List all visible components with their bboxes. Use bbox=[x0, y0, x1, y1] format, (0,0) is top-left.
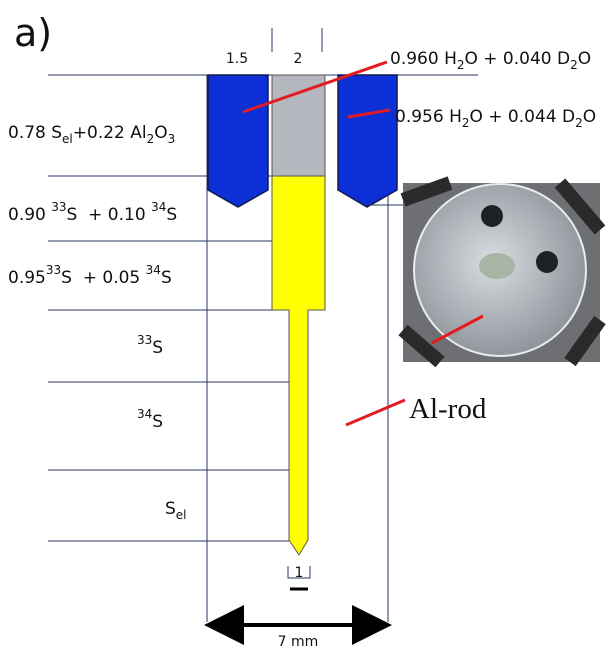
top-label: 2 bbox=[294, 51, 303, 67]
layer-label: 33S bbox=[137, 333, 163, 358]
part: O + 0.044 D bbox=[470, 107, 576, 127]
layer-label: 0.78 Sel+0.22 Al2O3 bbox=[8, 123, 175, 146]
part: S + 0.05 bbox=[61, 268, 146, 288]
layer-label: 0.90 33S + 0.10 34S bbox=[8, 200, 177, 225]
part: O bbox=[154, 123, 167, 143]
part: O + 0.040 D bbox=[465, 49, 571, 69]
part: 0.960 H bbox=[390, 49, 457, 69]
sup: 33 bbox=[137, 333, 152, 347]
gray-section bbox=[272, 75, 325, 176]
water-label: 0.960 H2O + 0.040 D2O bbox=[390, 49, 591, 72]
sup: 34 bbox=[146, 263, 161, 277]
sub: el bbox=[176, 508, 187, 522]
yellow-rod bbox=[272, 176, 325, 555]
top-label: 1.5 bbox=[226, 51, 248, 67]
diagram: a) 1.5 2 0.960 H2O + 0.040 D2O 0.956 H2O… bbox=[0, 0, 616, 654]
part: +0.22 Al bbox=[73, 123, 147, 143]
sub: 2 bbox=[575, 116, 583, 130]
part: 0.90 bbox=[8, 205, 51, 225]
sup: 34 bbox=[137, 407, 152, 421]
part: 0.956 H bbox=[395, 107, 462, 127]
layer-label: Sel bbox=[165, 499, 187, 522]
sup: 34 bbox=[151, 200, 166, 214]
sup: 33 bbox=[46, 263, 61, 277]
photo bbox=[403, 183, 600, 362]
pointer bbox=[346, 400, 405, 425]
sub: 2 bbox=[147, 132, 155, 146]
part: 0.95 bbox=[8, 268, 46, 288]
sup: 33 bbox=[51, 200, 66, 214]
tip-label: 1 bbox=[295, 565, 304, 581]
part: S bbox=[166, 205, 177, 225]
left-tube bbox=[208, 75, 268, 207]
page: a) 1.5 2 0.960 H2O + 0.040 D2O 0.956 H2O… bbox=[0, 0, 616, 654]
panel-label: a) bbox=[14, 11, 52, 55]
part: 0.78 S bbox=[8, 123, 62, 143]
part: S bbox=[165, 499, 176, 519]
part: O bbox=[583, 107, 596, 127]
layer-label: 0.9533S + 0.05 34S bbox=[8, 263, 172, 288]
sub: 3 bbox=[168, 132, 176, 146]
water-label: 0.956 H2O + 0.044 D2O bbox=[395, 107, 596, 130]
right-tube bbox=[338, 75, 397, 207]
part: S bbox=[161, 268, 172, 288]
rod-label: Al-rod bbox=[409, 393, 487, 425]
part: S bbox=[152, 338, 163, 358]
sub: el bbox=[62, 132, 73, 146]
sub: 2 bbox=[570, 58, 578, 72]
part: O bbox=[578, 49, 591, 69]
part: S bbox=[152, 412, 163, 432]
sub: 2 bbox=[457, 58, 465, 72]
sub: 2 bbox=[462, 116, 470, 130]
layer-label: 34S bbox=[137, 407, 163, 432]
width-label: 7 mm bbox=[278, 634, 319, 650]
part: S + 0.10 bbox=[67, 205, 152, 225]
